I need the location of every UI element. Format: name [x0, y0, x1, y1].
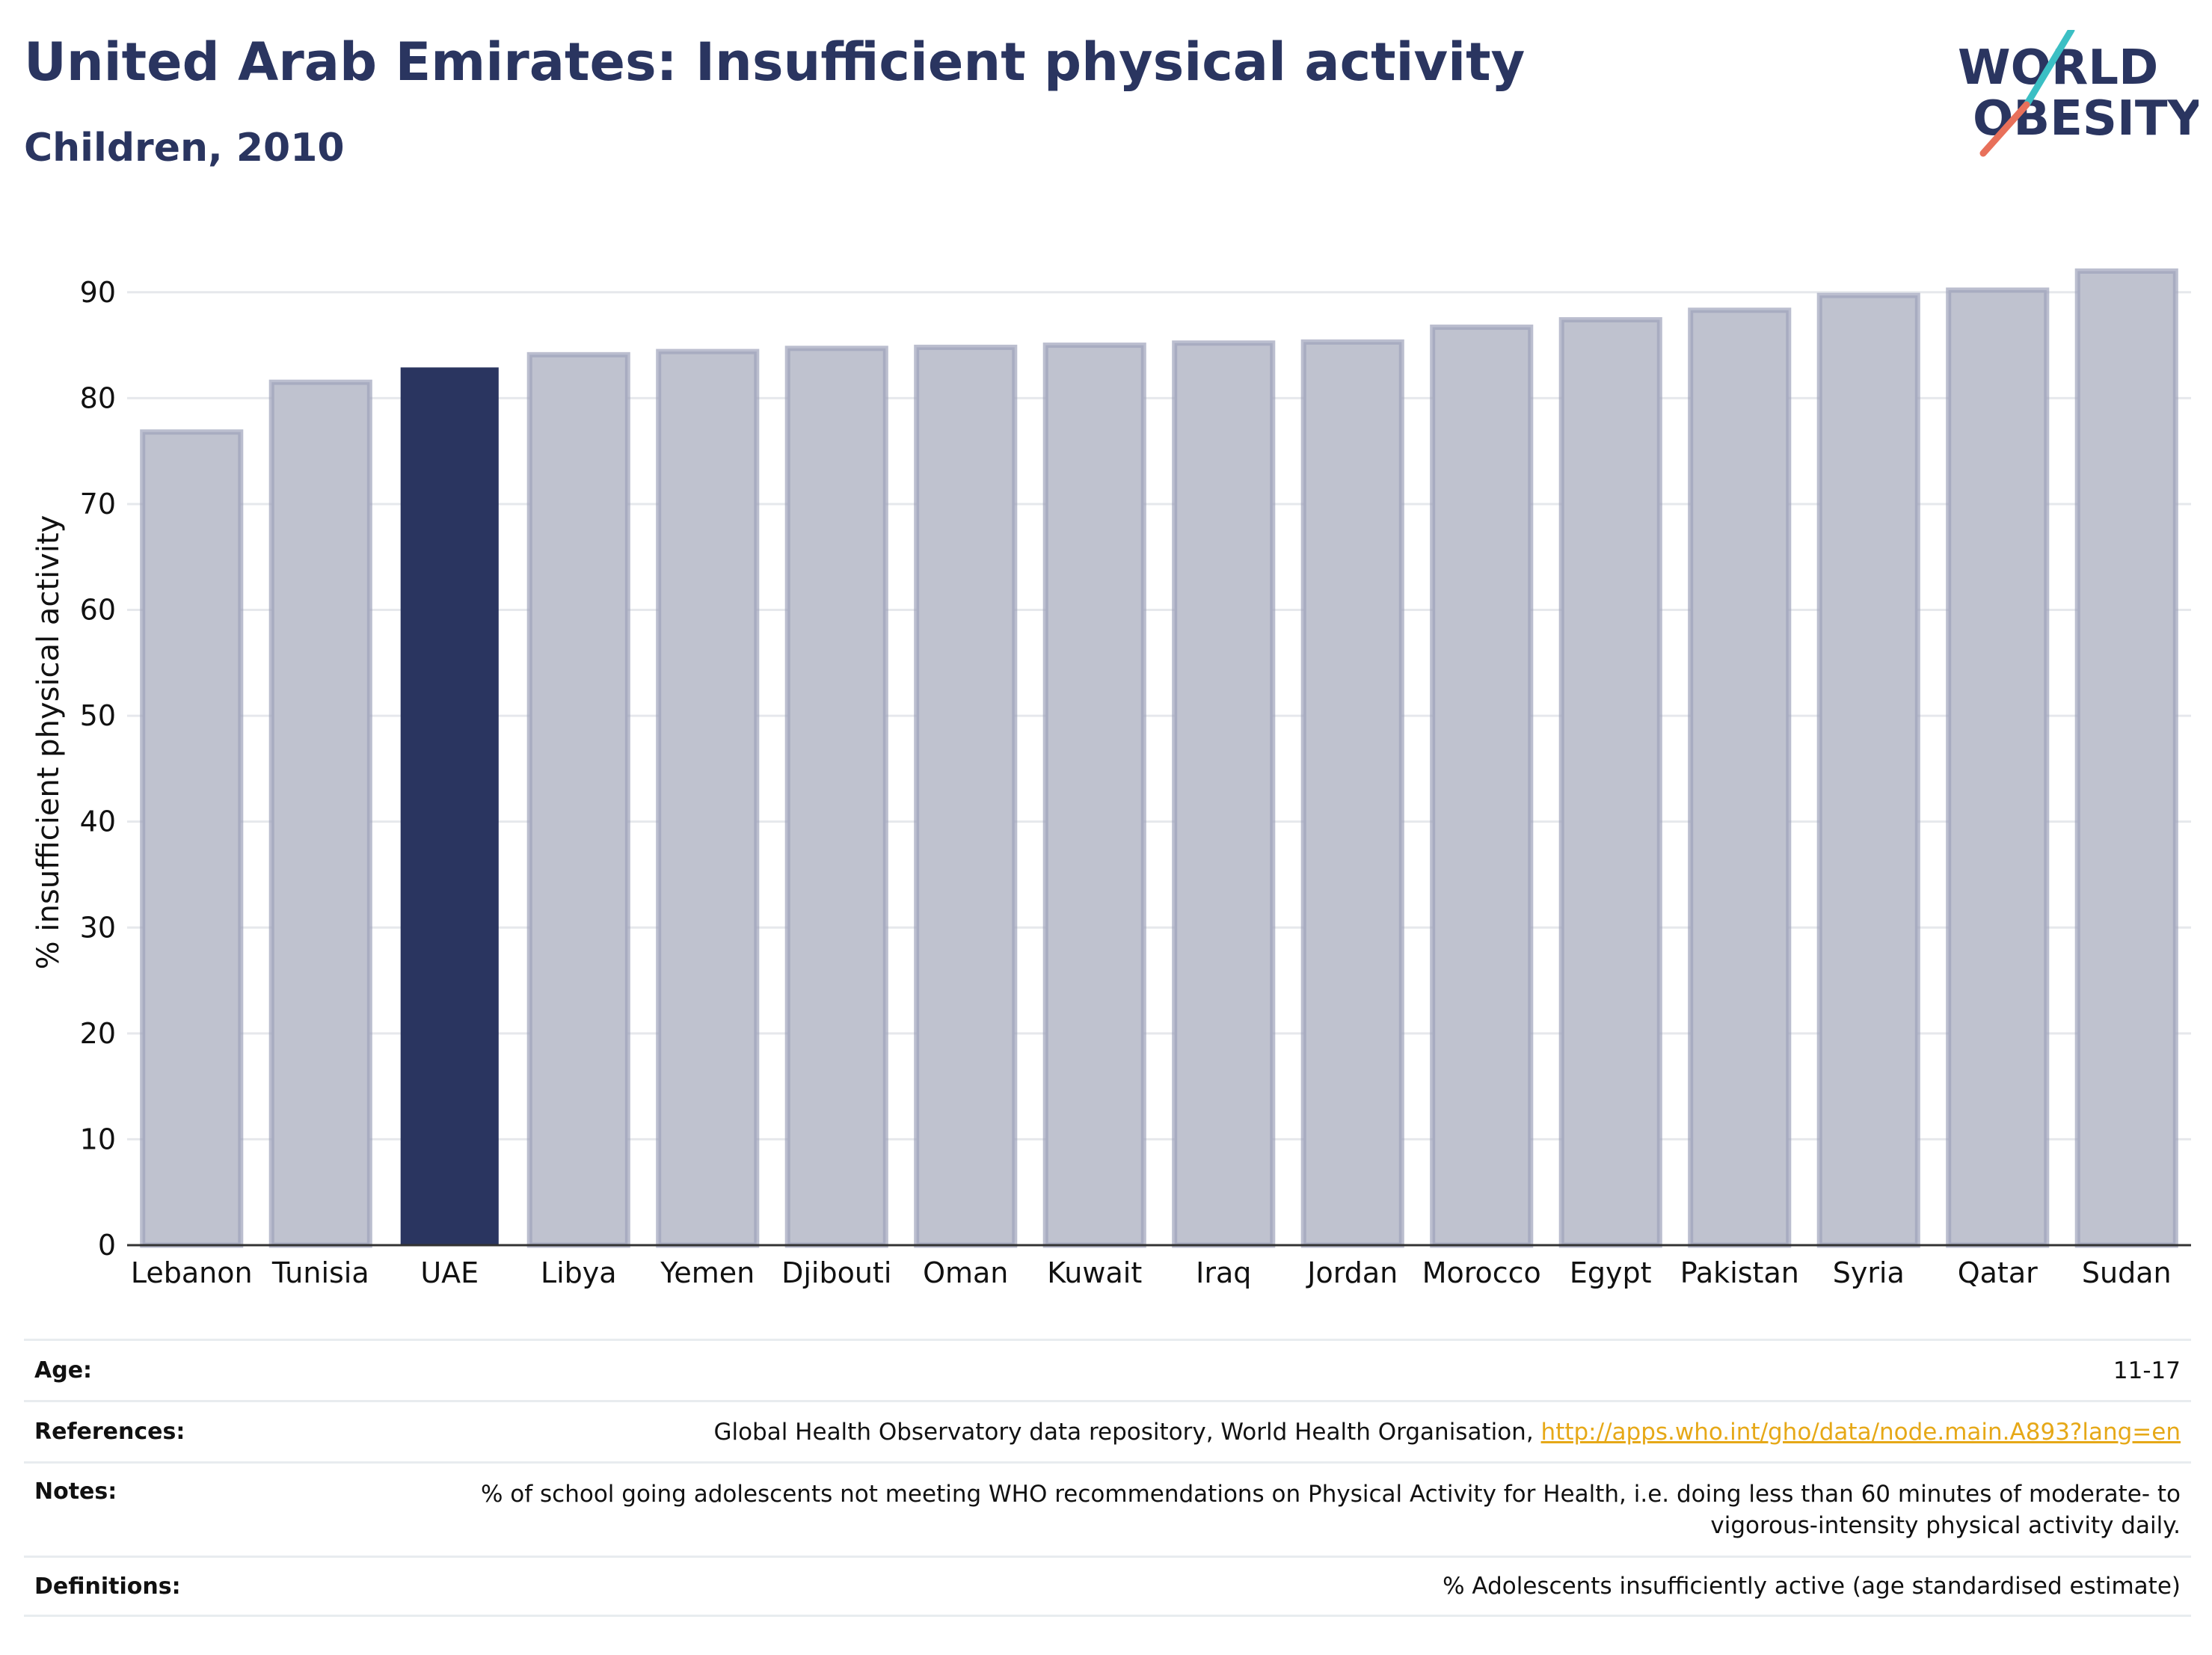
bar-kuwait: [1042, 343, 1146, 1248]
bar-tunisia: [268, 379, 372, 1248]
x-tick-label: Tunisia: [271, 1256, 369, 1289]
bar-djibouti: [784, 346, 888, 1248]
y-tick-label: 50: [80, 699, 116, 732]
references-link[interactable]: http://apps.who.int/gho/data/node.main.A…: [1540, 1418, 2181, 1446]
x-tick-label: Oman: [923, 1256, 1008, 1289]
bar-chart: 0 10 20 30 40 50 60 70 80 90 % insufficient physic…: [31, 268, 2191, 1289]
bar-libya: [526, 351, 630, 1248]
y-tick-label: 70: [80, 488, 116, 521]
x-tick-label: Yemen: [660, 1256, 755, 1289]
metadata-table: Age: 11-17 References: Global Health Obs…: [24, 1339, 2191, 1617]
y-tick-label: 80: [80, 381, 116, 414]
bar-uae: [400, 367, 499, 1245]
bar-sudan: [2074, 268, 2178, 1248]
world-obesity-logo: WORLD OBESITY: [1958, 30, 2199, 157]
x-tick-label: UAE: [420, 1256, 479, 1289]
meta-label-age: Age:: [34, 1357, 93, 1384]
meta-label-definitions: Definitions:: [34, 1573, 181, 1600]
x-tick-label: Morocco: [1422, 1256, 1541, 1289]
bar-egypt: [1558, 317, 1662, 1248]
y-tick-label: 90: [80, 276, 116, 309]
logo-slash-teal: [2023, 30, 2075, 108]
logo-slash-coral: [1979, 101, 2030, 157]
bar-syria: [1816, 292, 1920, 1248]
x-tick-label: Jordan: [1306, 1256, 1398, 1289]
y-tick-label: 60: [80, 594, 116, 627]
meta-row-references: References: Global Health Observatory da…: [24, 1400, 2191, 1461]
x-tick-label: Lebanon: [131, 1256, 253, 1289]
bar-oman: [914, 344, 1018, 1248]
meta-row-notes: Notes: % of school going adolescents not…: [24, 1461, 2191, 1556]
references-text: Global Health Observatory data repositor…: [713, 1418, 1541, 1446]
x-tick-label: Syria: [1833, 1256, 1905, 1289]
bar-pakistan: [1688, 307, 1792, 1248]
x-tick-label: Pakistan: [1680, 1256, 1799, 1289]
y-tick-label: 40: [80, 805, 116, 838]
x-tick-label: Kuwait: [1047, 1256, 1142, 1289]
y-tick-label: 0: [98, 1229, 116, 1262]
x-tick-label: Egypt: [1570, 1256, 1652, 1289]
bar-morocco: [1430, 325, 1534, 1248]
meta-row-definitions: Definitions: % Adolescents insufficientl…: [24, 1556, 2191, 1617]
meta-value-references: Global Health Observatory data repositor…: [713, 1416, 2181, 1448]
page-title: United Arab Emirates: Insufficient physi…: [24, 31, 1526, 93]
x-tick-label: Sudan: [2082, 1256, 2172, 1289]
meta-value-definitions: % Adolescents insufficiently active (age…: [1443, 1573, 2181, 1600]
y-axis-label: % insufficient physical activity: [31, 515, 66, 970]
meta-row-age: Age: 11-17: [24, 1339, 2191, 1400]
meta-label-notes: Notes:: [34, 1479, 117, 1505]
x-tick-label: Djibouti: [781, 1256, 891, 1289]
y-tick-label: 10: [80, 1123, 116, 1155]
meta-value-notes: % of school going adolescents not meetin…: [480, 1481, 2181, 1539]
x-tick-label: Qatar: [1958, 1256, 2038, 1289]
bar-yemen: [656, 348, 760, 1248]
bar-qatar: [1946, 287, 2050, 1248]
y-tick-label: 30: [80, 911, 116, 944]
meta-value-age: 11-17: [2113, 1357, 2181, 1384]
y-tick-label: 20: [80, 1017, 116, 1050]
x-tick-label: Iraq: [1196, 1256, 1251, 1289]
meta-label-references: References:: [34, 1419, 185, 1445]
bar-lebanon: [140, 429, 244, 1248]
x-tick-label: Libya: [541, 1256, 617, 1289]
bar-iraq: [1172, 340, 1276, 1248]
page-subtitle: Children, 2010: [24, 126, 345, 171]
bar-jordan: [1300, 339, 1404, 1248]
